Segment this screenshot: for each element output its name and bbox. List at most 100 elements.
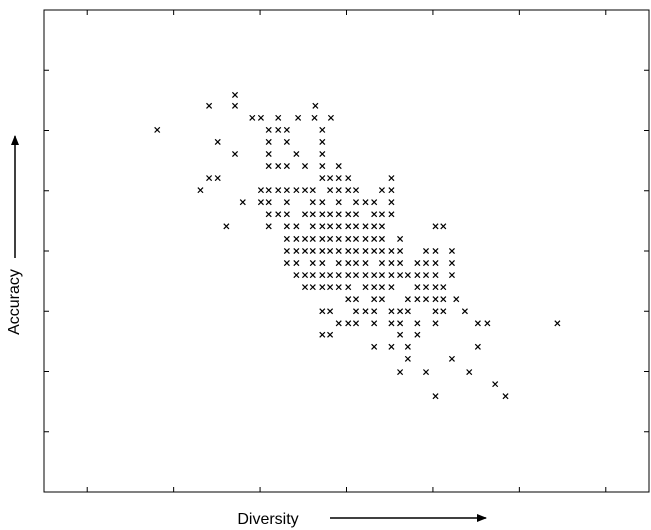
point <box>283 247 290 255</box>
point <box>371 284 378 291</box>
point <box>432 393 439 400</box>
point <box>283 138 290 145</box>
point <box>448 355 455 362</box>
point <box>345 187 352 194</box>
point <box>345 284 352 291</box>
plot-frame <box>43 9 650 493</box>
point <box>309 247 316 255</box>
point <box>345 260 352 267</box>
point <box>335 187 342 194</box>
point <box>388 320 395 327</box>
point <box>214 138 221 145</box>
point <box>352 296 360 303</box>
point <box>397 331 404 338</box>
point <box>293 272 300 279</box>
point <box>301 272 309 279</box>
point <box>275 187 282 194</box>
point <box>154 126 161 133</box>
point <box>362 308 369 315</box>
point <box>404 272 411 279</box>
point <box>362 272 369 279</box>
point <box>378 272 385 279</box>
point <box>432 260 439 267</box>
point <box>371 211 378 218</box>
point <box>378 247 385 255</box>
point <box>414 331 421 338</box>
y-axis-label: Accuracy <box>6 269 23 335</box>
point <box>388 211 395 218</box>
point <box>362 260 369 267</box>
point <box>404 343 411 350</box>
point <box>319 247 326 255</box>
point <box>265 150 272 158</box>
point <box>293 150 300 158</box>
point <box>319 150 326 158</box>
point <box>352 187 360 194</box>
point <box>448 272 455 279</box>
point <box>432 247 439 255</box>
point <box>335 260 342 267</box>
point <box>249 114 256 121</box>
point <box>239 199 246 206</box>
point <box>345 223 352 230</box>
point <box>293 247 300 255</box>
point <box>319 235 326 242</box>
point <box>309 211 316 218</box>
point <box>223 223 230 230</box>
point <box>432 296 439 303</box>
point <box>283 163 290 170</box>
point <box>371 320 378 327</box>
point <box>422 296 430 303</box>
point <box>352 223 360 230</box>
point <box>335 175 342 182</box>
point <box>301 187 309 194</box>
point <box>432 320 439 327</box>
point <box>335 163 342 170</box>
point <box>214 175 221 182</box>
point <box>388 199 395 206</box>
point <box>275 211 282 218</box>
point <box>319 126 326 133</box>
point <box>309 260 316 267</box>
point <box>388 260 395 267</box>
point <box>378 223 385 230</box>
point <box>378 296 385 303</box>
point <box>275 126 282 133</box>
point <box>319 308 326 315</box>
point <box>388 272 395 279</box>
point <box>388 247 395 255</box>
point <box>319 163 326 170</box>
point <box>327 187 334 194</box>
point <box>319 211 326 218</box>
point <box>265 126 272 133</box>
point <box>231 150 239 158</box>
point <box>309 272 316 279</box>
point <box>327 247 334 255</box>
point <box>432 308 439 315</box>
point <box>414 260 421 267</box>
point <box>265 199 272 206</box>
point <box>319 260 326 267</box>
point <box>283 223 290 230</box>
point <box>327 114 334 121</box>
point <box>231 102 239 109</box>
point <box>345 235 352 242</box>
point <box>388 308 395 315</box>
point <box>206 102 213 109</box>
point <box>265 138 272 145</box>
point <box>301 163 309 170</box>
point <box>440 284 447 291</box>
point <box>206 175 213 182</box>
point <box>327 331 334 338</box>
point <box>319 138 326 145</box>
point <box>414 272 421 279</box>
point <box>335 211 342 218</box>
point <box>301 211 309 218</box>
point <box>283 199 290 206</box>
point <box>362 235 369 242</box>
point <box>362 247 369 255</box>
point <box>345 175 352 182</box>
point <box>309 284 316 291</box>
point <box>378 187 385 194</box>
